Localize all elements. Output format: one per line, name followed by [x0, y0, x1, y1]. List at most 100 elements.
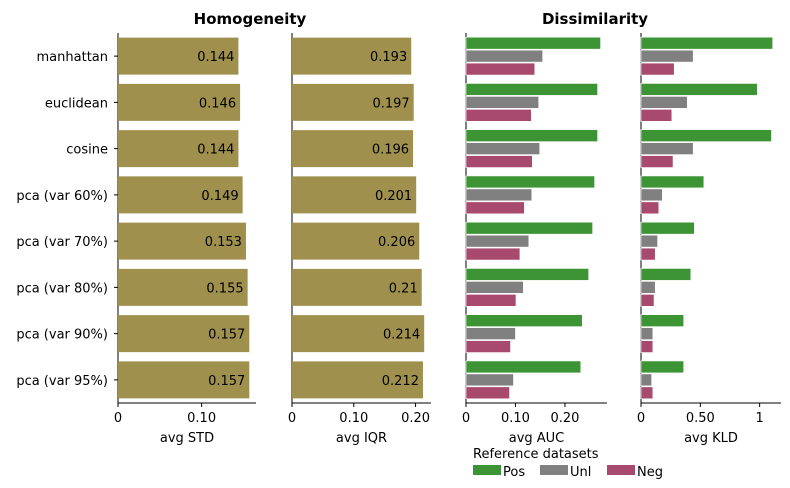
- bar: [118, 37, 239, 75]
- x-axis-label: avg KLD: [684, 431, 738, 446]
- bar: [118, 315, 250, 353]
- y-tick-label: pca (var 70%): [16, 235, 108, 250]
- bar-pos: [465, 83, 598, 96]
- bar-unl: [640, 234, 658, 248]
- bar: [118, 176, 243, 214]
- bar-unl: [640, 373, 652, 387]
- bar-value-label: 0.214: [383, 328, 420, 343]
- bar-value-label: 0.201: [375, 189, 412, 204]
- legend: Reference datasets Pos Unl Neg: [473, 447, 663, 480]
- bar: [292, 268, 422, 306]
- bar-neg: [640, 62, 675, 76]
- bar-unl: [465, 96, 540, 109]
- bar-neg: [465, 294, 517, 307]
- bar-unl: [465, 234, 530, 248]
- bar-value-label: 0.196: [372, 143, 409, 158]
- y-tick-label: pca (var 80%): [16, 281, 108, 296]
- y-tick-label: euclidean: [45, 96, 108, 111]
- bar-neg: [640, 109, 673, 122]
- bar-pos: [640, 129, 772, 142]
- x-tick-label: 0.20: [401, 411, 430, 426]
- bar: [118, 222, 246, 260]
- bar-pos: [640, 360, 685, 374]
- bar: [292, 83, 414, 121]
- homogeneity-title: Homogeneity: [194, 10, 307, 28]
- x-tick-label: 0.20: [550, 411, 579, 426]
- bar-unl: [640, 188, 663, 202]
- bar: [292, 315, 425, 353]
- bar-value-label: 0.21: [389, 281, 418, 296]
- bar-pos: [640, 221, 695, 235]
- bar-value-label: 0.146: [199, 96, 236, 111]
- bar-pos: [640, 268, 692, 281]
- bar-pos: [465, 268, 589, 281]
- bar: [118, 268, 248, 306]
- bar-value-label: 0.193: [370, 50, 407, 65]
- y-tick-label: cosine: [66, 143, 108, 158]
- x-axis-label: avg IQR: [336, 431, 387, 446]
- bar: [292, 361, 423, 399]
- bar-neg: [465, 201, 525, 215]
- x-tick-label: 0.50: [686, 411, 715, 426]
- bar-neg: [640, 247, 656, 261]
- x-tick-label: 0: [637, 411, 645, 426]
- bar-pos: [465, 175, 595, 189]
- bar-unl: [640, 327, 654, 340]
- bar-neg: [465, 386, 510, 400]
- panels: 0 0.10 avg STD manhattan euclidean cosine pca …: [16, 33, 781, 446]
- bar-pos: [640, 83, 758, 96]
- y-tick-label: pca (var 95%): [16, 374, 108, 389]
- legend-title: Reference datasets: [473, 447, 599, 462]
- x-tick-label: 1: [756, 411, 764, 426]
- y-tick-label: pca (var 60%): [16, 189, 108, 204]
- bar-unl: [465, 281, 524, 294]
- bar-unl: [465, 49, 543, 63]
- bar-unl: [640, 49, 694, 63]
- bar-pos: [465, 221, 593, 235]
- legend-swatch-unl: [540, 465, 568, 475]
- legend-label-neg: Neg: [637, 465, 663, 480]
- bar: [292, 37, 412, 75]
- bar-neg: [465, 247, 521, 261]
- bar-unl: [465, 142, 541, 155]
- legend-label-unl: Unl: [570, 465, 591, 480]
- bar-value-label: 0.197: [372, 96, 409, 111]
- bar-neg: [640, 340, 654, 353]
- bar-value-label: 0.144: [197, 143, 234, 158]
- bar-neg: [640, 294, 655, 307]
- bar-value-label: 0.144: [197, 50, 234, 65]
- x-tick-label: 0: [114, 411, 122, 426]
- bar-unl: [465, 327, 516, 340]
- x-axis-label: avg STD: [160, 431, 214, 446]
- bar: [118, 83, 241, 121]
- bar-neg: [465, 62, 536, 76]
- legend-swatch-pos: [473, 465, 501, 475]
- y-tick-label: pca (var 90%): [16, 328, 108, 343]
- bar-neg: [465, 155, 533, 168]
- bar-pos: [465, 36, 601, 50]
- bar-pos: [465, 314, 583, 327]
- bar: [292, 130, 414, 168]
- bar-unl: [640, 142, 694, 155]
- bar-unl: [465, 188, 533, 202]
- bar: [292, 222, 420, 260]
- x-tick-label: 0.10: [339, 411, 368, 426]
- bar-value-label: 0.157: [208, 374, 245, 389]
- bar-pos: [465, 360, 582, 374]
- x-axis-label: avg AUC: [509, 431, 565, 446]
- bar-neg: [640, 386, 654, 400]
- bar-value-label: 0.157: [208, 328, 245, 343]
- bar-unl: [640, 96, 688, 109]
- bar-unl: [465, 373, 514, 387]
- bar-pos: [640, 175, 705, 189]
- bar-neg: [465, 340, 511, 353]
- x-tick-label: 0: [462, 411, 470, 426]
- bar: [118, 361, 250, 399]
- bar-pos: [465, 129, 598, 142]
- legend-swatch-neg: [607, 465, 635, 475]
- y-tick-label: manhattan: [37, 50, 108, 65]
- x-tick-label: 0: [288, 411, 296, 426]
- x-tick-label: 0.10: [187, 411, 216, 426]
- bar: [118, 130, 239, 168]
